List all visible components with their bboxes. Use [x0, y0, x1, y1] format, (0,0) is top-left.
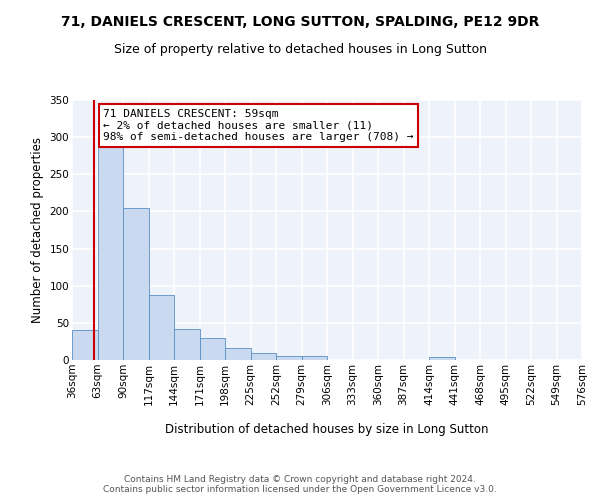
Bar	[149, 296, 174, 360]
Text: 71, DANIELS CRESCENT, LONG SUTTON, SPALDING, PE12 9DR: 71, DANIELS CRESCENT, LONG SUTTON, SPALD…	[61, 15, 539, 29]
Bar	[251, 354, 276, 360]
Text: Contains HM Land Registry data © Crown copyright and database right 2024.
Contai: Contains HM Land Registry data © Crown c…	[103, 475, 497, 494]
Bar	[225, 348, 251, 360]
Text: 71 DANIELS CRESCENT: 59sqm
← 2% of detached houses are smaller (11)
98% of semi-: 71 DANIELS CRESCENT: 59sqm ← 2% of detac…	[103, 109, 413, 142]
Y-axis label: Number of detached properties: Number of detached properties	[31, 137, 44, 323]
Bar	[302, 356, 327, 360]
Text: Distribution of detached houses by size in Long Sutton: Distribution of detached houses by size …	[165, 422, 489, 436]
Bar	[123, 208, 149, 360]
Bar	[200, 338, 225, 360]
Bar	[174, 329, 199, 360]
Bar	[97, 144, 123, 360]
Bar	[276, 356, 302, 360]
Bar	[72, 330, 97, 360]
Text: Size of property relative to detached houses in Long Sutton: Size of property relative to detached ho…	[113, 42, 487, 56]
Bar	[429, 357, 455, 360]
